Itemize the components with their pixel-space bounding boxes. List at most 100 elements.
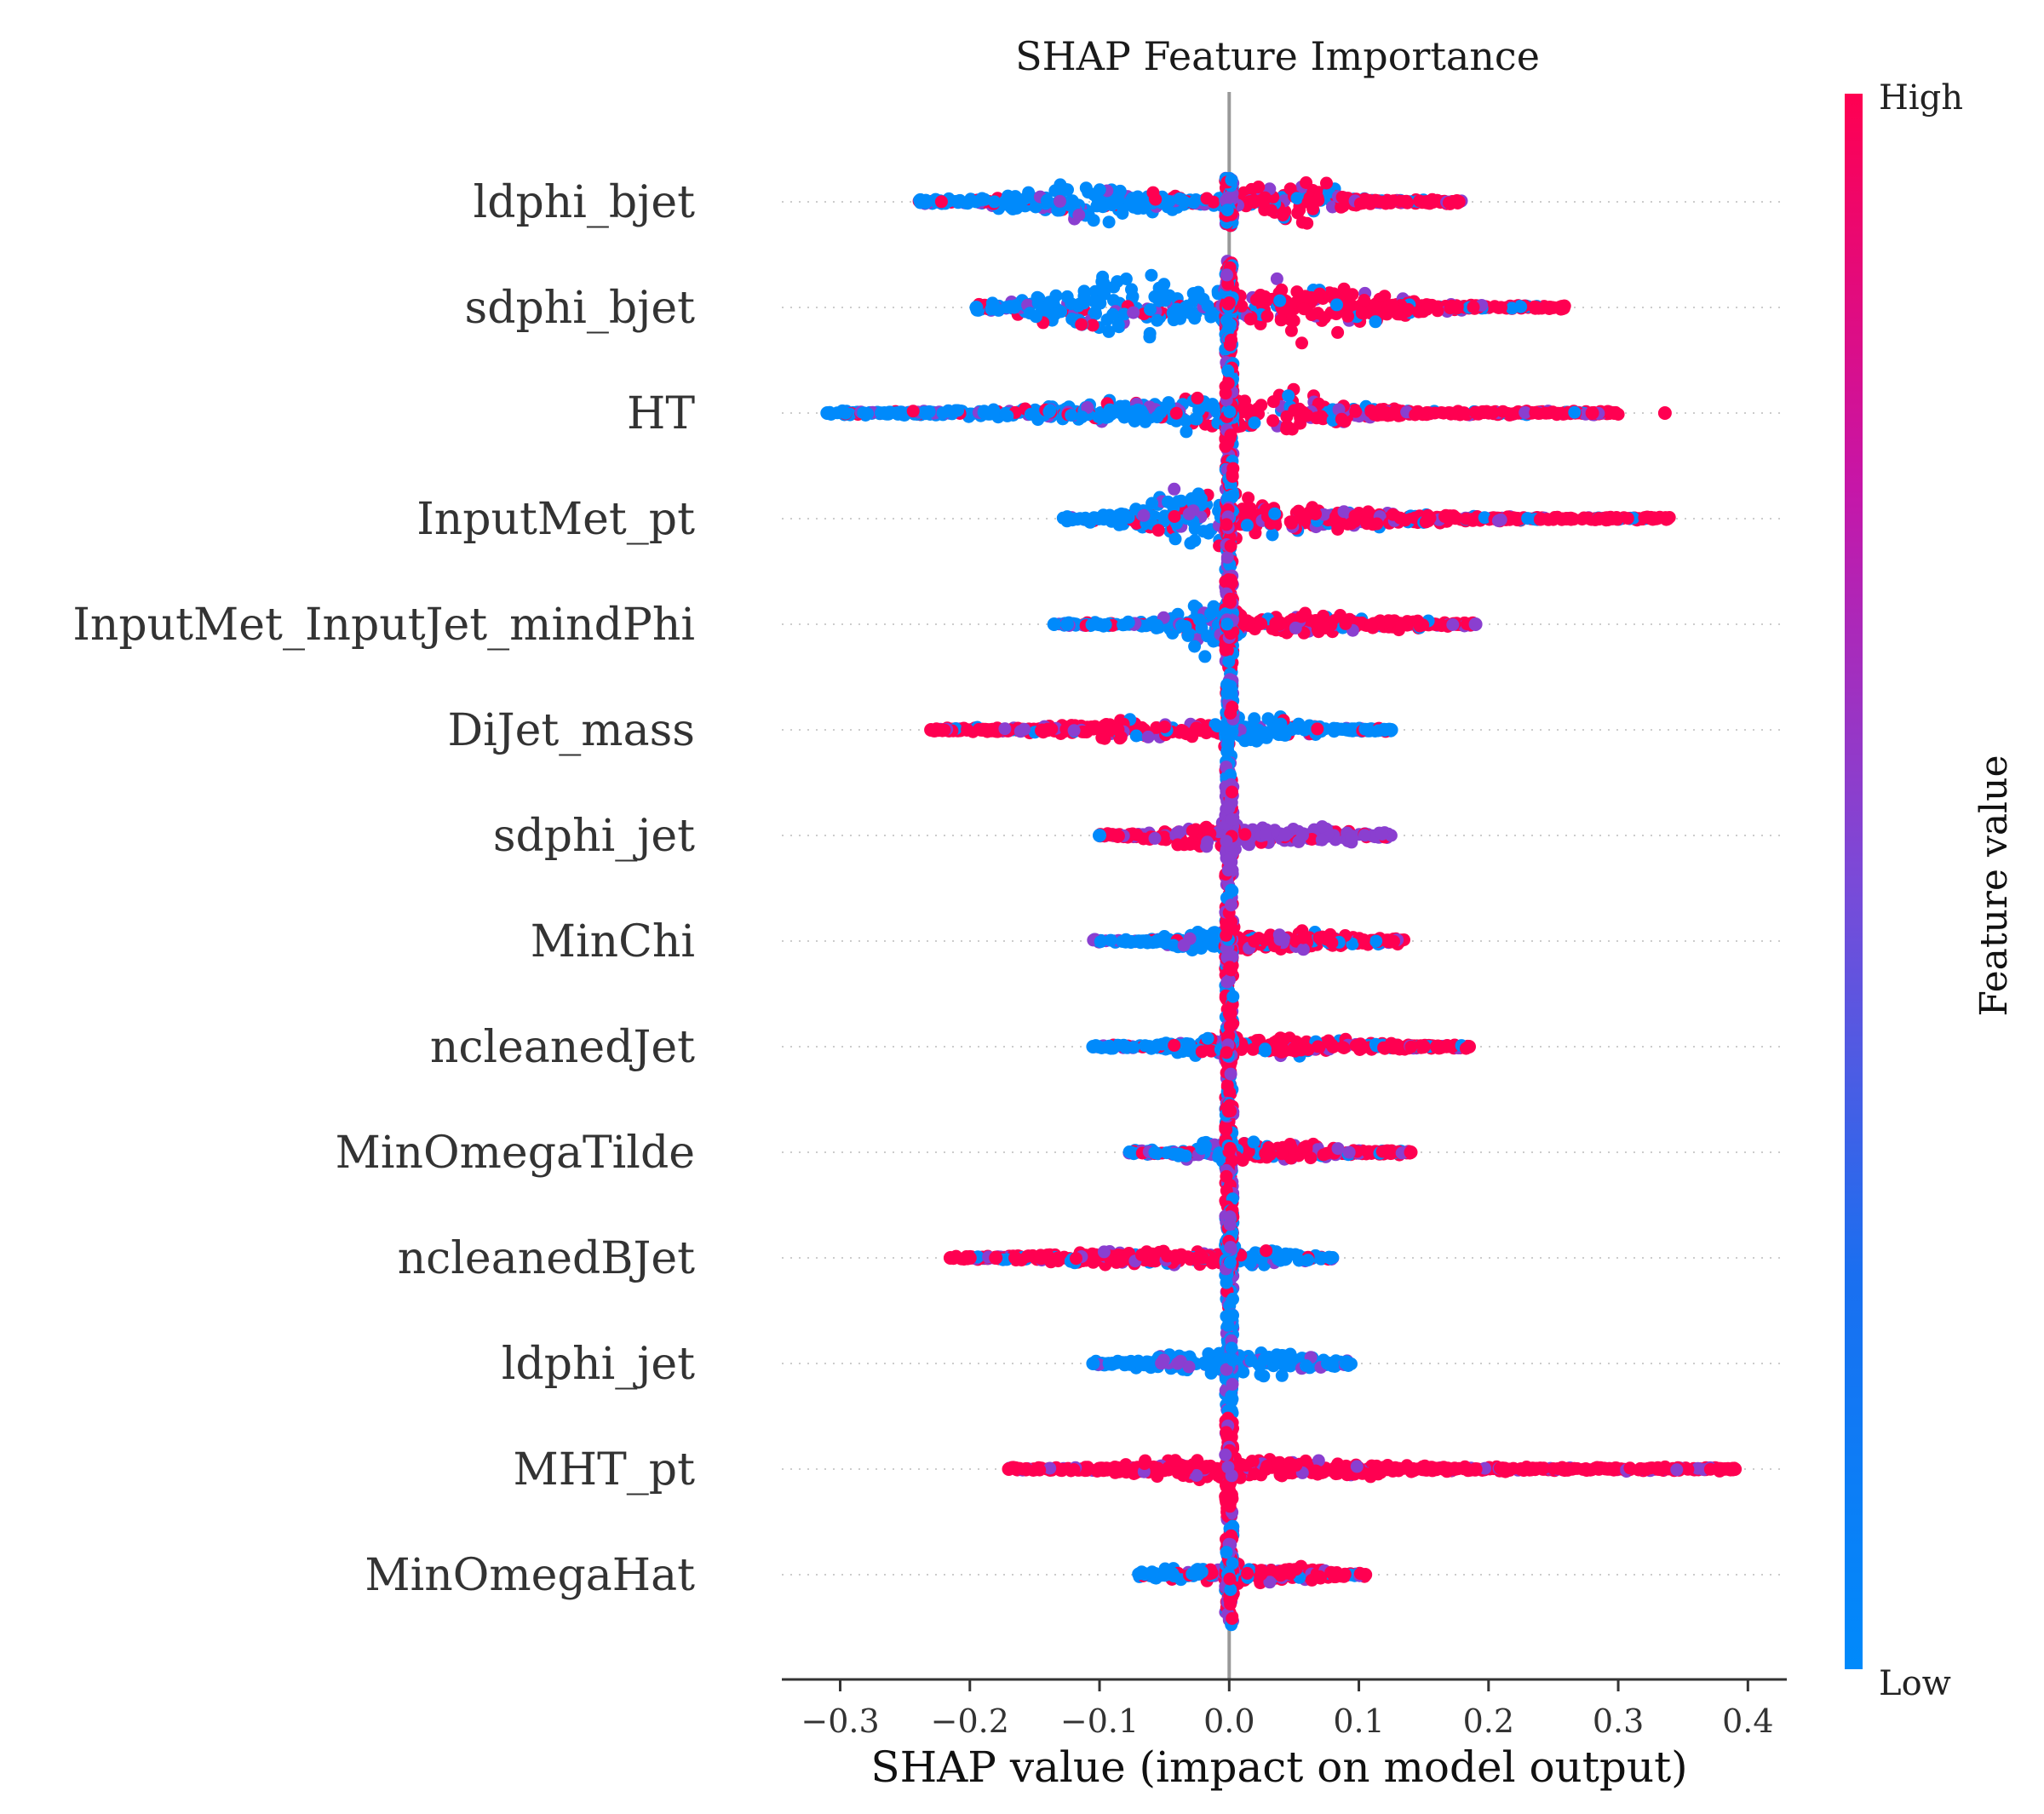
feature-points-MinOmegaTilde	[1122, 1096, 1418, 1209]
shap-point	[1275, 283, 1289, 296]
feature-points-ncleanedBJet	[943, 1200, 1340, 1315]
shap-point	[1105, 198, 1118, 212]
shap-point	[1065, 313, 1079, 326]
shap-point	[1315, 833, 1329, 847]
shap-point	[1386, 298, 1399, 312]
shap-point	[1582, 512, 1595, 525]
shap-point	[1171, 838, 1185, 852]
shap-point	[1224, 1105, 1237, 1118]
shap-point	[1309, 508, 1322, 521]
shap-point	[1079, 181, 1093, 195]
shap-point	[936, 406, 950, 420]
shap-point	[1300, 409, 1314, 422]
shap-outlier-point	[1468, 617, 1483, 631]
shap-point	[1151, 410, 1164, 424]
shap-point	[1287, 1042, 1300, 1055]
shap-point	[1247, 1135, 1260, 1149]
shap-point	[1242, 491, 1255, 505]
shap-point	[1054, 194, 1066, 208]
shap-point	[961, 723, 974, 737]
shap-point	[1177, 725, 1190, 738]
shap-point	[1130, 828, 1144, 841]
shap-point	[1199, 820, 1213, 834]
shap-point	[1342, 1145, 1356, 1159]
shap-outlier-point	[1093, 829, 1106, 842]
shap-point	[1638, 511, 1651, 525]
shap-point	[1043, 404, 1057, 417]
shap-point	[1337, 505, 1351, 519]
shap-point	[1255, 399, 1268, 412]
shap-outlier-point	[1660, 512, 1674, 525]
shap-point	[1171, 607, 1185, 621]
shap-point	[1104, 933, 1117, 947]
shap-point	[1210, 405, 1224, 419]
shap-point	[1361, 1145, 1375, 1159]
shap-point	[1376, 408, 1390, 422]
shap-point	[1220, 975, 1234, 989]
shap-point	[1222, 655, 1236, 669]
shap-point	[1312, 193, 1325, 207]
shap-point	[1274, 313, 1288, 327]
shap-point	[1252, 181, 1266, 193]
shap-point	[1174, 619, 1188, 632]
shap-point	[1127, 306, 1140, 319]
shap-point	[1162, 396, 1175, 410]
shap-point	[1349, 1039, 1363, 1053]
shap-point	[1435, 619, 1449, 633]
shap-point	[1220, 204, 1234, 217]
shap-point	[1529, 405, 1542, 419]
shap-outlier-point	[1592, 512, 1606, 525]
shap-point	[1168, 510, 1181, 523]
shap-point	[1317, 1148, 1330, 1162]
shap-point	[1260, 1244, 1273, 1258]
shap-point	[1360, 517, 1374, 531]
shap-point	[1173, 825, 1186, 839]
shap-point	[1478, 511, 1491, 525]
shap-point	[1065, 297, 1078, 311]
shap-point	[1048, 307, 1062, 321]
shap-point	[1102, 215, 1116, 229]
feature-label-MHT_pt: MHT_pt	[514, 1444, 696, 1495]
shap-outlier-point	[1462, 1040, 1476, 1053]
shap-point	[1378, 290, 1392, 303]
shap-point	[1269, 617, 1283, 630]
shap-point	[1204, 938, 1218, 951]
shap-point	[1221, 364, 1235, 377]
shap-point	[1521, 512, 1535, 525]
shap-point	[1412, 305, 1426, 319]
shap-point	[1255, 617, 1268, 630]
shap-point	[1298, 723, 1312, 737]
shap-point	[1248, 195, 1261, 209]
shap-point	[1226, 785, 1238, 799]
shap-point	[1151, 313, 1164, 327]
shap-point	[1178, 195, 1191, 209]
shap-point	[1258, 828, 1272, 841]
shap-point	[1186, 287, 1200, 300]
shap-point	[1349, 405, 1363, 418]
shap-point	[1116, 207, 1129, 220]
shap-point	[1145, 497, 1159, 510]
shap-outlier-point	[1118, 1040, 1133, 1053]
shap-point	[1554, 406, 1568, 420]
shap-point	[1009, 197, 1023, 210]
shap-point	[1457, 406, 1471, 420]
shap-point	[1358, 722, 1372, 736]
shap-point	[979, 407, 992, 421]
feature-label-MinOmegaHat: MinOmegaHat	[365, 1550, 695, 1601]
shap-point	[1035, 1252, 1048, 1266]
shap-point	[1496, 405, 1510, 418]
shap-point	[1067, 724, 1081, 738]
shap-point	[1204, 606, 1218, 620]
shap-point	[1226, 700, 1239, 714]
shap-point	[1199, 1139, 1212, 1152]
shap-point	[1280, 410, 1294, 423]
shap-point	[1221, 743, 1234, 756]
feature-points-InputMet_InputJet_mindPhi	[1047, 569, 1483, 680]
shap-point	[938, 723, 951, 737]
shap-point	[1222, 801, 1236, 815]
shap-point	[1238, 734, 1252, 748]
shap-point	[1409, 408, 1422, 422]
shap-point	[839, 406, 853, 420]
shap-point	[1311, 722, 1324, 736]
shap-point	[1494, 513, 1507, 526]
